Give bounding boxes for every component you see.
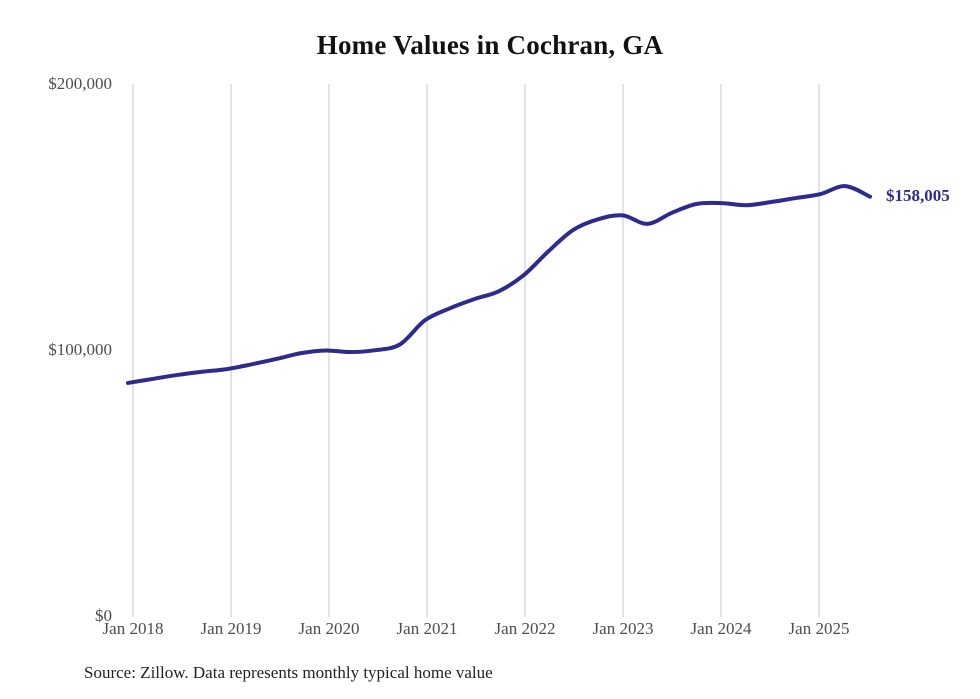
data-series-line <box>126 184 872 385</box>
x-tick-label-jan-2019: Jan 2019 <box>200 619 262 638</box>
y-tick-label: $200,000 <box>48 74 112 93</box>
series-line-typical-home-value <box>126 184 872 385</box>
x-tick-label-jan-2021: Jan 2021 <box>396 619 458 638</box>
source-note: Source: Zillow. Data represents monthly … <box>84 663 493 682</box>
end-value-annotation: $158,005 <box>886 185 950 205</box>
x-tick-label-jan-2022: Jan 2022 <box>494 619 556 638</box>
x-tick-label-jan-2020: Jan 2020 <box>298 619 360 638</box>
x-tick-label-jan-2024: Jan 2024 <box>690 619 752 638</box>
y-tick-label: $100,000 <box>48 340 112 359</box>
page-title: Home Values in Cochran, GA <box>316 30 664 60</box>
y-tick-label: $0 <box>95 606 112 625</box>
x-tick-label-jan-2018: Jan 2018 <box>102 619 164 638</box>
gridlines <box>132 84 820 617</box>
x-tick-label-jan-2023: Jan 2023 <box>592 619 654 638</box>
x-tick-label-jan-2025: Jan 2025 <box>788 619 850 638</box>
